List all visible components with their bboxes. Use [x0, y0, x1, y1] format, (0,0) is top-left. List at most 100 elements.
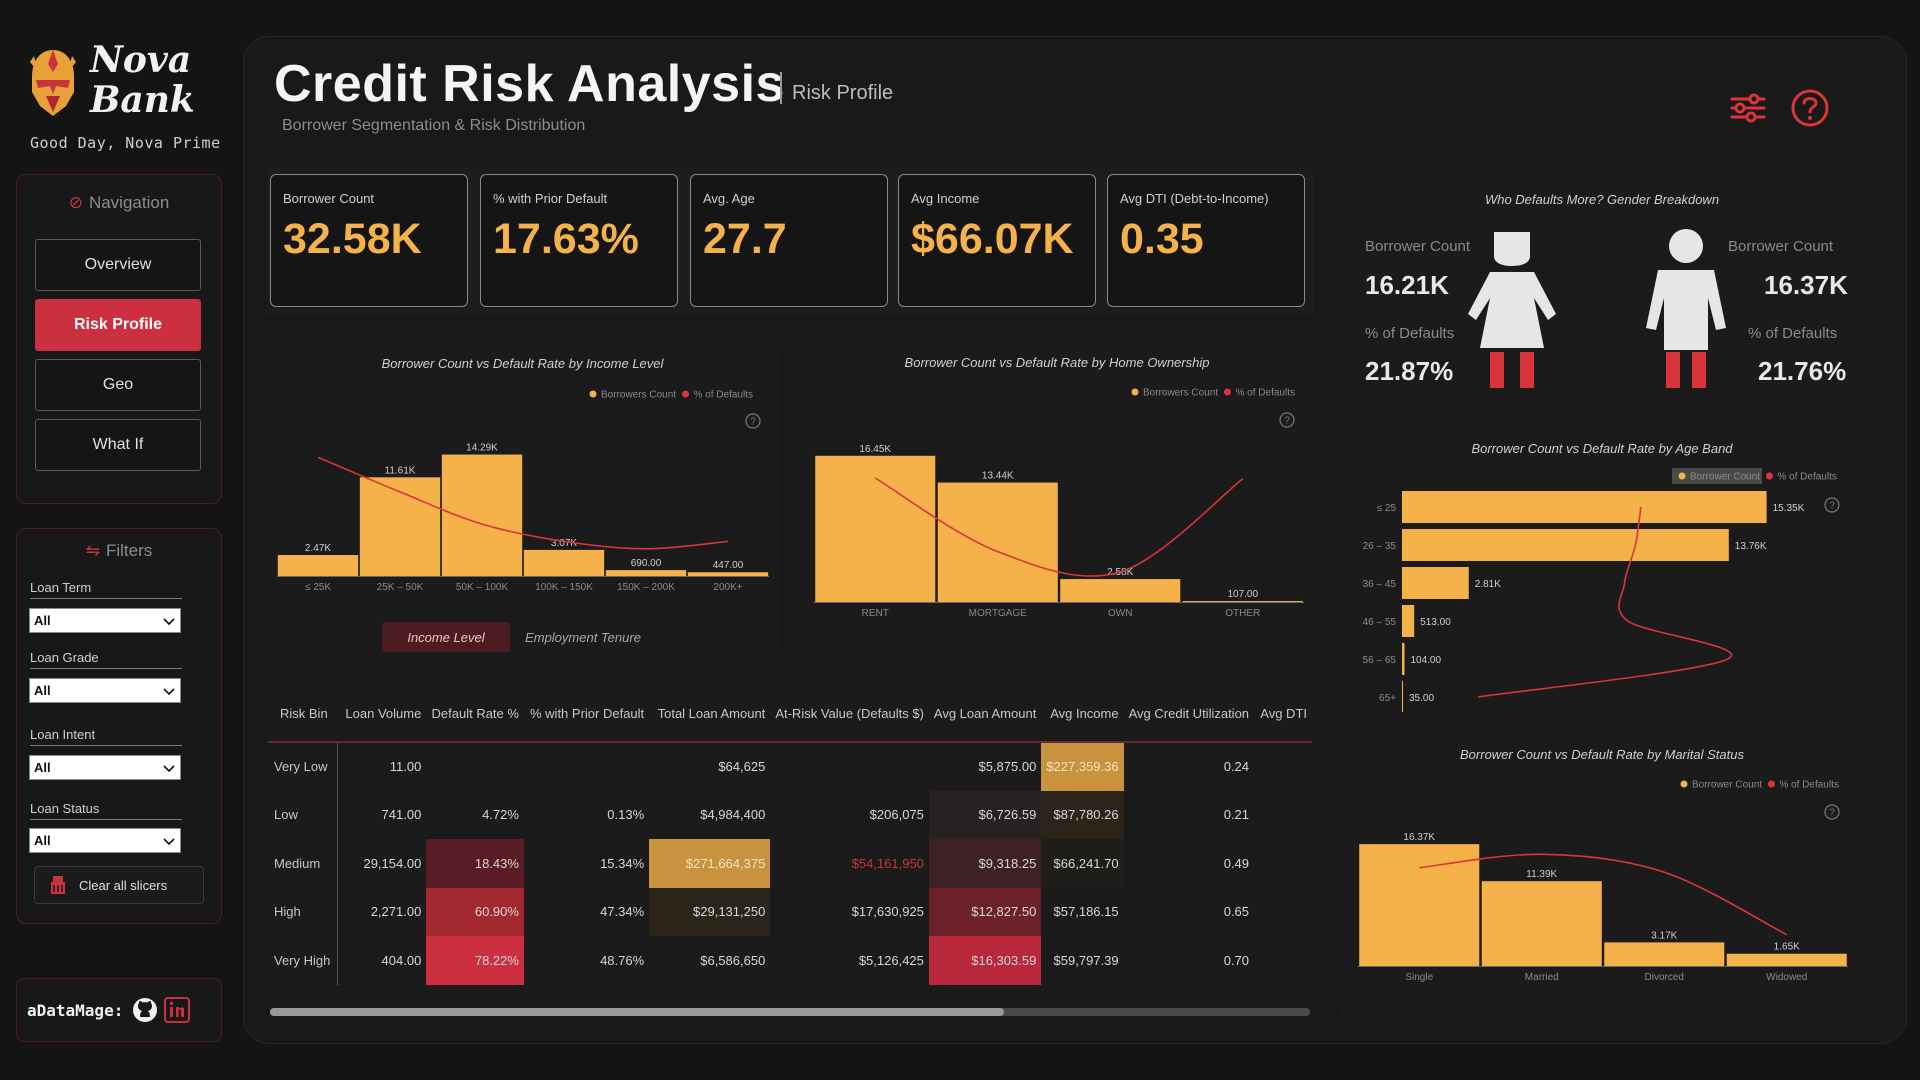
column-header[interactable]: % with Prior Default — [523, 686, 650, 743]
column-header[interactable]: Avg Loan Amount — [928, 686, 1042, 743]
table-cell: 0.13% — [607, 807, 645, 823]
chart-help-glyph: ? — [750, 417, 756, 428]
legend-bar-highlight — [1672, 468, 1762, 484]
table-cell: 404.00 — [381, 952, 422, 968]
table-cell: $17,630,925 — [851, 904, 924, 920]
table-row[interactable]: Low 741.00 4.72% 0.13% $4,984,400 $206,075 $6,… — [268, 790, 1312, 839]
column-header[interactable]: At-Risk Value (Defaults $) — [770, 686, 929, 743]
table-cell: $6,726.59 — [928, 790, 1042, 839]
risk-table: Risk Bin Loan Volume Default Rate %% with … — [268, 686, 1312, 985]
scrollbar-thumb[interactable] — [270, 1008, 1004, 1016]
nav-geo-button[interactable]: Geo — [35, 359, 201, 411]
data-label-age: 13.76K — [1735, 541, 1767, 552]
female-pct-value: 21.87% — [1365, 356, 1454, 386]
table-row[interactable]: Very High 404.00 78.22% 48.76% $6,586,650 $5,… — [268, 936, 1312, 985]
kpi-prior-default: % with Prior Default 17.63% — [480, 174, 678, 307]
income-chart-title: Borrower Count vs Default Rate by Income… — [381, 356, 664, 371]
column-header[interactable]: Avg Income — [1041, 686, 1124, 743]
female-count-label: Borrower Count — [1365, 238, 1471, 255]
filter-sliders-icon[interactable] — [1726, 86, 1770, 130]
table-cell — [1254, 742, 1312, 791]
table-row[interactable]: Very Low 11.00 $64,625 $5,875.00 $227,359.36… — [268, 742, 1312, 791]
x-tick-home: MORTGAGE — [969, 608, 1027, 619]
loan-status-select[interactable]: All — [29, 828, 181, 853]
help-icon[interactable] — [1788, 86, 1832, 130]
table-cell: $59,797.39 — [1053, 952, 1119, 968]
kpi-borrower-count: Borrower Count 32.58K — [270, 174, 468, 307]
data-label-marital: 16.37K — [1403, 832, 1435, 843]
male-count-label: Borrower Count — [1728, 238, 1834, 255]
loan-term-select[interactable]: All — [29, 608, 181, 633]
risk-table-wrapper: Risk Bin Loan Volume Default Rate %% with … — [268, 686, 1312, 1012]
data-label-marital: 3.17K — [1651, 930, 1677, 941]
nav-overview-button[interactable]: Overview — [35, 239, 201, 291]
data-label-income: 11.61K — [385, 465, 416, 476]
table-cell: 0.49 — [1223, 855, 1250, 871]
title-separator — [780, 72, 782, 104]
nav-risk-profile-button[interactable]: Risk Profile — [35, 299, 201, 351]
x-tick-marital: Married — [1525, 972, 1559, 983]
x-tick-marital: Widowed — [1766, 972, 1807, 983]
male-pct-label: % of Defaults — [1748, 325, 1838, 342]
table-row[interactable]: High 2,271.00 60.90% 47.34% $29,131,250 $17,6… — [268, 887, 1312, 936]
legend-line-label: % of Defaults — [1777, 472, 1836, 483]
bar-income — [523, 549, 605, 576]
legend-bar-marker — [1678, 472, 1686, 480]
chart-help-glyph: ? — [1284, 416, 1290, 427]
table-cell: 0.21 — [1223, 807, 1250, 823]
table-cell: $5,875.00 — [978, 759, 1037, 775]
table-cell: 60.90% — [426, 887, 524, 936]
male-figure-icon — [1646, 229, 1726, 388]
column-header[interactable]: Avg DTI — [1254, 686, 1312, 743]
chevron-down-icon — [163, 688, 175, 696]
table-cell: 0.24 — [1223, 759, 1250, 775]
table-cell: 78.22% — [426, 936, 524, 985]
y-tick-age: 26 – 35 — [1363, 541, 1397, 552]
linkedin-icon[interactable] — [163, 996, 191, 1024]
table-cell: 0.70 — [1223, 952, 1250, 968]
legend-bar-label: Borrowers Count — [1143, 388, 1218, 399]
bar-income — [605, 570, 687, 576]
x-tick-marital: Single — [1405, 972, 1433, 983]
author-handle: aDataMage: — [27, 1000, 124, 1020]
navigation-title: ⊘ Navigation — [68, 193, 170, 212]
legend-line-marker — [1767, 780, 1775, 788]
loan-intent-select[interactable]: All — [29, 755, 181, 780]
age-chart-title: Borrower Count vs Default Rate by Age Ba… — [1471, 441, 1733, 456]
tab-income-level[interactable]: Income Level — [382, 622, 510, 652]
column-header[interactable]: Default Rate % — [426, 686, 524, 743]
tab-employment-tenure[interactable]: Employment Tenure — [525, 629, 641, 645]
bar-age — [1402, 643, 1405, 675]
data-label-age: 104.00 — [1410, 655, 1441, 666]
bar-marital — [1481, 881, 1602, 966]
bar-home — [1182, 601, 1303, 602]
loan-intent-label: Loan Intent — [30, 727, 182, 746]
column-header[interactable]: Total Loan Amount — [649, 686, 771, 743]
loan-status-label: Loan Status — [30, 801, 182, 820]
table-cell: $5,126,425 — [858, 952, 924, 968]
bar-age — [1402, 605, 1415, 637]
legend-bar-label: Borrower Count — [1690, 472, 1760, 483]
table-cell — [1254, 936, 1312, 985]
table-horizontal-scrollbar[interactable] — [270, 1008, 1310, 1016]
filters-panel: ⇋ Filters — [16, 528, 222, 924]
column-header[interactable]: Risk Bin — [268, 686, 338, 743]
male-count-value: 16.37K — [1764, 270, 1848, 300]
table-cell: $29,131,250 — [649, 887, 771, 936]
clear-slicers-button[interactable]: Clear all slicers — [34, 866, 204, 904]
bar-age — [1402, 681, 1403, 712]
brand-name: Nova Bank — [90, 39, 195, 121]
chart-help-glyph: ? — [1829, 808, 1835, 819]
data-label-income: 2.47K — [305, 543, 331, 554]
table-cell: $9,318.25 — [928, 839, 1042, 888]
nav-what-if-button[interactable]: What If — [35, 419, 201, 471]
github-icon[interactable] — [131, 996, 159, 1024]
table-row[interactable]: Medium 29,154.00 18.43% 15.34% $271,664,375 $… — [268, 839, 1312, 888]
x-tick-income: 25K – 50K — [377, 582, 424, 593]
data-label-marital: 1.65K — [1774, 942, 1800, 953]
page-description: Borrower Segmentation & Risk Distributio… — [282, 117, 586, 134]
column-header[interactable]: Avg Credit Utilization — [1123, 686, 1255, 743]
column-header[interactable]: Loan Volume — [337, 686, 427, 743]
loan-grade-select[interactable]: All — [29, 678, 181, 703]
y-tick-age: 46 – 55 — [1363, 617, 1397, 628]
